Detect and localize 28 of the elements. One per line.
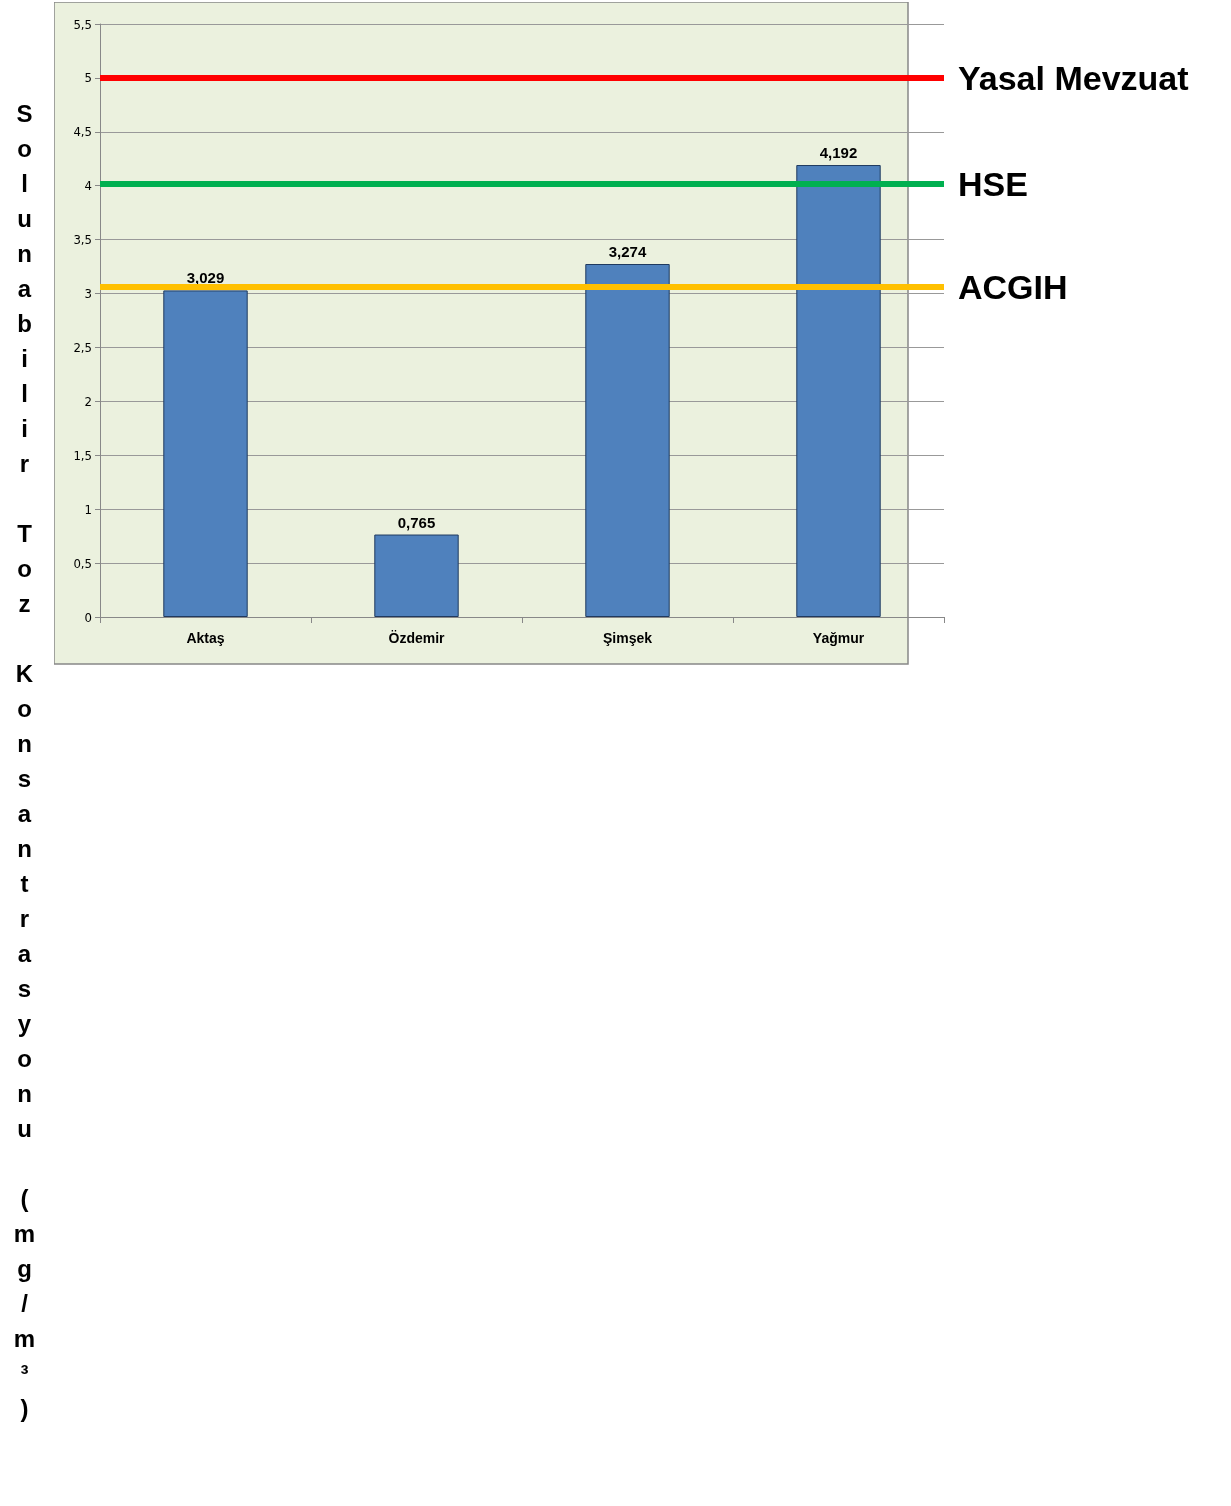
y-tick-label: 1,5: [73, 447, 92, 463]
y-tick-label: 4,5: [73, 124, 92, 140]
y-tick-label: 2,5: [73, 339, 92, 355]
y-tick-label: 3,5: [73, 232, 92, 248]
data-label: 0,765: [397, 513, 436, 531]
bar: [796, 165, 881, 617]
y-tick-label: 5: [84, 70, 92, 86]
y-tick-label: 3: [84, 286, 92, 302]
data-label: 4,192: [819, 144, 858, 162]
y-tick-label: 0: [84, 609, 92, 625]
y-tick-label: 1: [84, 501, 92, 517]
bar: [374, 534, 459, 617]
y-tick-label: 4: [84, 178, 92, 194]
x-tick-label: Şimşek: [602, 630, 653, 646]
x-tick-label: Yağmur: [812, 630, 865, 646]
bar: [585, 264, 670, 617]
x-tick-label: Aktaş: [186, 630, 225, 646]
x-tick-label: Özdemir: [388, 630, 446, 646]
ref-line-label: Yasal Mevzuat: [958, 58, 1189, 97]
data-label: 3,029: [186, 269, 225, 287]
bar: [163, 290, 248, 617]
data-label: 3,274: [608, 243, 647, 260]
ref-line-label: ACGIH: [958, 268, 1068, 307]
y-tick-label: 0,5: [73, 555, 92, 571]
y-tick-label: 5,5: [73, 16, 92, 32]
y-axis-title: Solunabilir Toz Konsantrasyonu (mg/m³): [10, 100, 39, 1430]
ref-line-label: HSE: [958, 164, 1028, 203]
y-tick-label: 2: [84, 393, 92, 409]
